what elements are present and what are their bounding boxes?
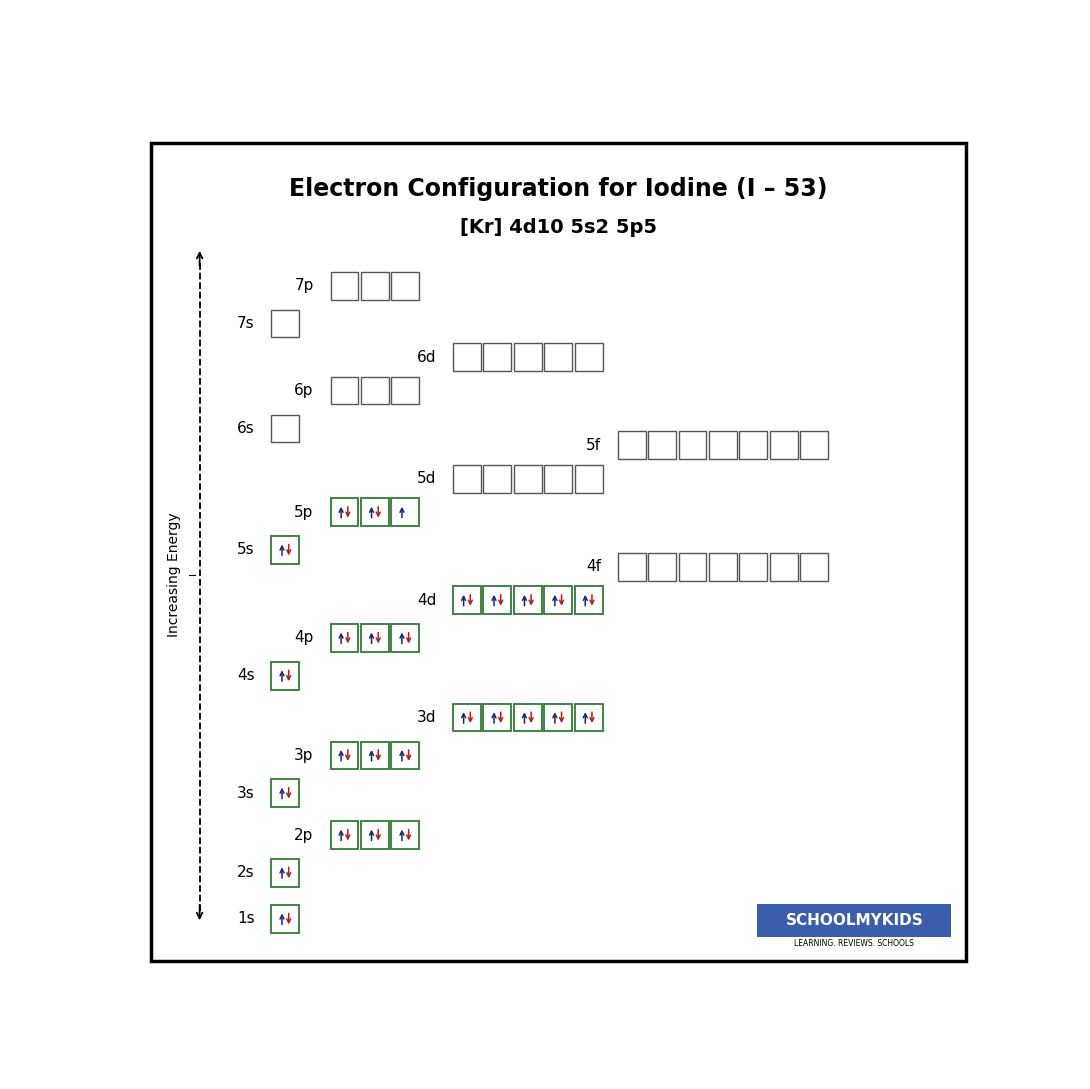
Text: 6d: 6d: [416, 350, 436, 365]
Text: 4s: 4s: [237, 669, 255, 683]
Bar: [271, 859, 300, 886]
Bar: [391, 499, 420, 526]
Text: 5p: 5p: [294, 504, 314, 519]
Text: 5d: 5d: [416, 472, 436, 486]
Bar: [679, 431, 706, 458]
Bar: [770, 553, 798, 580]
Bar: [271, 780, 300, 807]
Text: 7p: 7p: [294, 279, 314, 293]
Bar: [649, 553, 676, 580]
Bar: [271, 536, 300, 564]
Text: 6s: 6s: [237, 420, 255, 436]
Text: 4d: 4d: [416, 592, 436, 608]
Text: SCHOOLMYKIDS: SCHOOLMYKIDS: [786, 913, 923, 928]
Bar: [453, 343, 481, 371]
Bar: [391, 624, 420, 652]
Bar: [574, 586, 603, 614]
Bar: [484, 703, 511, 732]
Bar: [544, 586, 572, 614]
Text: 4p: 4p: [294, 631, 314, 646]
Bar: [391, 821, 420, 849]
Text: [Kr] 4d10 5s2 5p5: [Kr] 4d10 5s2 5p5: [460, 218, 657, 236]
Bar: [361, 742, 389, 769]
Bar: [513, 586, 542, 614]
Bar: [271, 309, 300, 338]
Text: 5f: 5f: [585, 438, 601, 453]
Text: Increasing Energy: Increasing Energy: [167, 513, 181, 637]
Bar: [800, 431, 828, 458]
Bar: [391, 742, 420, 769]
Bar: [484, 465, 511, 492]
Bar: [574, 703, 603, 732]
Bar: [330, 499, 359, 526]
Bar: [453, 586, 481, 614]
Text: 2s: 2s: [237, 866, 255, 880]
Bar: [618, 431, 645, 458]
Bar: [453, 465, 481, 492]
Bar: [271, 415, 300, 442]
Bar: [739, 553, 767, 580]
Text: Electron Configuration for Iodine (I – 53): Electron Configuration for Iodine (I – 5…: [289, 178, 828, 201]
Bar: [513, 465, 542, 492]
Bar: [361, 821, 389, 849]
Bar: [271, 905, 300, 933]
Bar: [513, 343, 542, 371]
Text: 6p: 6p: [294, 383, 314, 399]
Bar: [330, 272, 359, 299]
Bar: [800, 553, 828, 580]
Bar: [770, 431, 798, 458]
Bar: [544, 343, 572, 371]
Bar: [361, 499, 389, 526]
Text: 1s: 1s: [237, 911, 255, 927]
Bar: [484, 343, 511, 371]
Bar: [330, 742, 359, 769]
Text: 4f: 4f: [585, 560, 601, 574]
Bar: [361, 272, 389, 299]
Bar: [544, 465, 572, 492]
Bar: [391, 377, 420, 404]
Text: 7s: 7s: [237, 316, 255, 331]
Bar: [649, 431, 676, 458]
Text: 2p: 2p: [294, 828, 314, 843]
Bar: [513, 703, 542, 732]
Bar: [391, 272, 420, 299]
Bar: [330, 821, 359, 849]
Text: 3p: 3p: [294, 748, 314, 763]
Bar: [484, 586, 511, 614]
Bar: [330, 377, 359, 404]
Text: LEARNING. REVIEWS. SCHOOLS: LEARNING. REVIEWS. SCHOOLS: [795, 939, 915, 947]
Bar: [758, 904, 952, 938]
Bar: [708, 431, 737, 458]
Bar: [453, 703, 481, 732]
Bar: [361, 377, 389, 404]
Text: 3s: 3s: [237, 785, 255, 800]
Bar: [574, 343, 603, 371]
Bar: [544, 703, 572, 732]
Bar: [574, 465, 603, 492]
Text: 5s: 5s: [237, 542, 255, 558]
Bar: [361, 624, 389, 652]
Bar: [679, 553, 706, 580]
Bar: [271, 662, 300, 689]
Bar: [708, 553, 737, 580]
Bar: [618, 553, 645, 580]
Bar: [330, 624, 359, 652]
Bar: [739, 431, 767, 458]
Text: 3d: 3d: [416, 710, 436, 725]
